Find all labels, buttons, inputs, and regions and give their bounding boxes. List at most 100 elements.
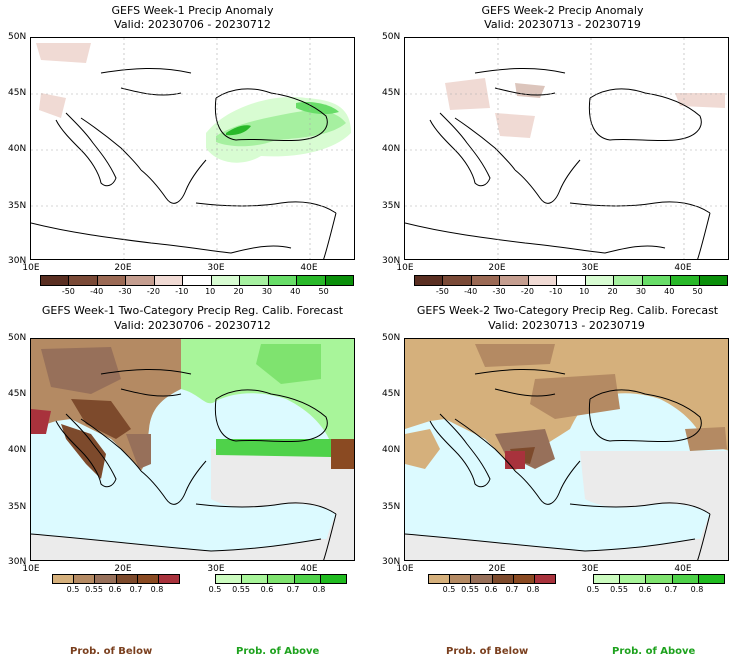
anomaly-colorbar-tick-label: -20 bbox=[520, 287, 534, 296]
panel1-lat-40: 40N bbox=[8, 144, 27, 154]
panel3-lon-40: 40E bbox=[300, 564, 318, 574]
coastline-italy bbox=[55, 112, 117, 187]
coastline-turkey-south bbox=[195, 201, 337, 214]
above-colorbar-tick-label: 0.6 bbox=[638, 585, 652, 594]
above-colorbar-swatch bbox=[293, 575, 320, 583]
below-colorbar-tick-label: 0.6 bbox=[108, 585, 122, 594]
panel4-above-colorbar bbox=[593, 574, 725, 584]
anomaly-colorbar-tick-label: 30 bbox=[261, 287, 272, 296]
below-colorbar-swatch bbox=[73, 575, 95, 583]
anomaly-colorbar-swatch bbox=[125, 276, 154, 285]
panel4-valid: Valid: 20230713 - 20230719 bbox=[488, 319, 645, 332]
anomaly-colorbar-swatch bbox=[324, 276, 353, 285]
below-colorbar-tick-label: 0.8 bbox=[150, 585, 164, 594]
wet-anomaly-core bbox=[216, 110, 346, 147]
anomaly-colorbar-tick-label: -40 bbox=[464, 287, 478, 296]
anomaly-colorbar-swatch bbox=[641, 276, 671, 285]
panel2-lat-30: 30N bbox=[382, 256, 401, 266]
nodata-africa bbox=[31, 534, 354, 560]
panel4-lat-35: 35N bbox=[382, 502, 401, 512]
above-colorbar-tick-label: 0.55 bbox=[232, 585, 250, 594]
panel4-lon-40: 40E bbox=[674, 564, 692, 574]
panel3-below-colorbar bbox=[52, 574, 180, 584]
anomaly-colorbar-swatch bbox=[527, 276, 557, 285]
coastline-africa bbox=[31, 222, 292, 254]
panel4-title: GEFS Week-2 Two-Category Precip Reg. Cal… bbox=[416, 304, 719, 317]
below-colorbar-tick-label: 0.8 bbox=[526, 585, 540, 594]
above-colorbar-swatch bbox=[319, 575, 347, 583]
anomaly-colorbar-tick-label: 50 bbox=[318, 287, 329, 296]
panel1-valid: Valid: 20230706 - 20230712 bbox=[114, 18, 271, 31]
panel3-title: GEFS Week-1 Two-Category Precip Reg. Cal… bbox=[41, 304, 344, 317]
anomaly-colorbar-tick-label: -20 bbox=[146, 287, 160, 296]
panel2-lon-40: 40E bbox=[674, 263, 692, 273]
panel1-lat-30: 30N bbox=[8, 256, 27, 266]
panel2-valid: Valid: 20230713 - 20230719 bbox=[484, 18, 641, 31]
panel2-lon-10: 10E bbox=[396, 263, 414, 273]
anomaly-colorbar-tick-label: -30 bbox=[492, 287, 506, 296]
anomaly-colorbar-swatch bbox=[267, 276, 297, 285]
anomaly-colorbar-tick-label: 20 bbox=[233, 287, 244, 296]
panel2-lon-30: 30E bbox=[581, 263, 599, 273]
anomaly-colorbar-tick-label: -50 bbox=[61, 287, 75, 296]
anomaly-colorbar-tick-label: -10 bbox=[549, 287, 563, 296]
anomaly-colorbar-tick-label: 10 bbox=[579, 287, 590, 296]
above-colorbar-tick-label: 0.6 bbox=[260, 585, 274, 594]
above-colorbar-swatch bbox=[619, 575, 646, 583]
panel1-lon-30: 30E bbox=[207, 263, 225, 273]
above-colorbar-swatch bbox=[594, 575, 620, 583]
anomaly-colorbar-tick-label: 50 bbox=[692, 287, 703, 296]
anomaly-colorbar-tick-label: -40 bbox=[90, 287, 104, 296]
below-colorbar-tick-label: 0.5 bbox=[66, 585, 80, 594]
panel3-lat-45: 45N bbox=[8, 389, 27, 399]
above-colorbar-swatch bbox=[241, 575, 268, 583]
panel4-lat-50: 50N bbox=[382, 333, 401, 343]
anomaly-colorbar-swatch bbox=[670, 276, 699, 285]
anomaly-colorbar-tick-label: 40 bbox=[664, 287, 675, 296]
below-colorbar-swatch bbox=[136, 575, 158, 583]
footer-below-label-left: Prob. of Below bbox=[70, 646, 153, 657]
below-colorbar-swatch bbox=[491, 575, 513, 583]
below-colorbar-tick-label: 0.7 bbox=[129, 585, 143, 594]
above-colorbar-swatch bbox=[267, 575, 294, 583]
anomaly-colorbar-swatch bbox=[68, 276, 97, 285]
above-colorbar-swatch bbox=[671, 575, 698, 583]
below-colorbar-swatch bbox=[53, 575, 74, 583]
panel3-map bbox=[30, 338, 355, 561]
anomaly-colorbar-tick-label: -30 bbox=[118, 287, 132, 296]
panel4-below-colorbar bbox=[428, 574, 556, 584]
above-colorbar-tick-label: 0.5 bbox=[586, 585, 600, 594]
anomaly-colorbar-swatch bbox=[556, 276, 585, 285]
anomaly-colorbar-swatch bbox=[296, 276, 325, 285]
coastline-greece bbox=[140, 159, 207, 204]
anomaly-colorbar-swatch bbox=[584, 276, 614, 285]
panel4-lon-20: 20E bbox=[488, 564, 506, 574]
anomaly-colorbar-swatch bbox=[698, 276, 727, 285]
anomaly-colorbar-swatch bbox=[96, 276, 126, 285]
anomaly-colorbar-swatch bbox=[442, 276, 471, 285]
panel3-valid: Valid: 20230706 - 20230712 bbox=[114, 319, 271, 332]
panel2-lat-45: 45N bbox=[382, 88, 401, 98]
anomaly-colorbar-swatch bbox=[210, 276, 240, 285]
panel1-anomaly-map bbox=[31, 38, 354, 259]
anomaly-colorbar-swatch bbox=[239, 276, 268, 285]
panel4-lat-30: 30N bbox=[382, 557, 401, 567]
coastline-adriatic bbox=[80, 117, 142, 171]
panel1-colorbar bbox=[40, 275, 354, 286]
panel2-map bbox=[404, 37, 729, 260]
panel4-map bbox=[404, 338, 729, 561]
anomaly-colorbar-tick-label: 20 bbox=[607, 287, 618, 296]
below-colorbar-swatch bbox=[512, 575, 534, 583]
panel1-lat-50: 50N bbox=[8, 32, 27, 42]
panel1-lon-40: 40E bbox=[300, 263, 318, 273]
anomaly-colorbar-tick-label: -50 bbox=[435, 287, 449, 296]
above-colorbar-swatch bbox=[216, 575, 242, 583]
below-colorbar-tick-label: 0.7 bbox=[505, 585, 519, 594]
panel3-lat-50: 50N bbox=[8, 333, 27, 343]
below-colorbar-swatch bbox=[115, 575, 137, 583]
below-colorbar-swatch bbox=[157, 575, 180, 583]
panel4-probability-map bbox=[405, 339, 728, 560]
footer-below-label-right: Prob. of Below bbox=[446, 646, 529, 657]
panel3-probability-map bbox=[31, 339, 354, 560]
panel1-title: GEFS Week-1 Precip Anomaly bbox=[111, 4, 274, 17]
